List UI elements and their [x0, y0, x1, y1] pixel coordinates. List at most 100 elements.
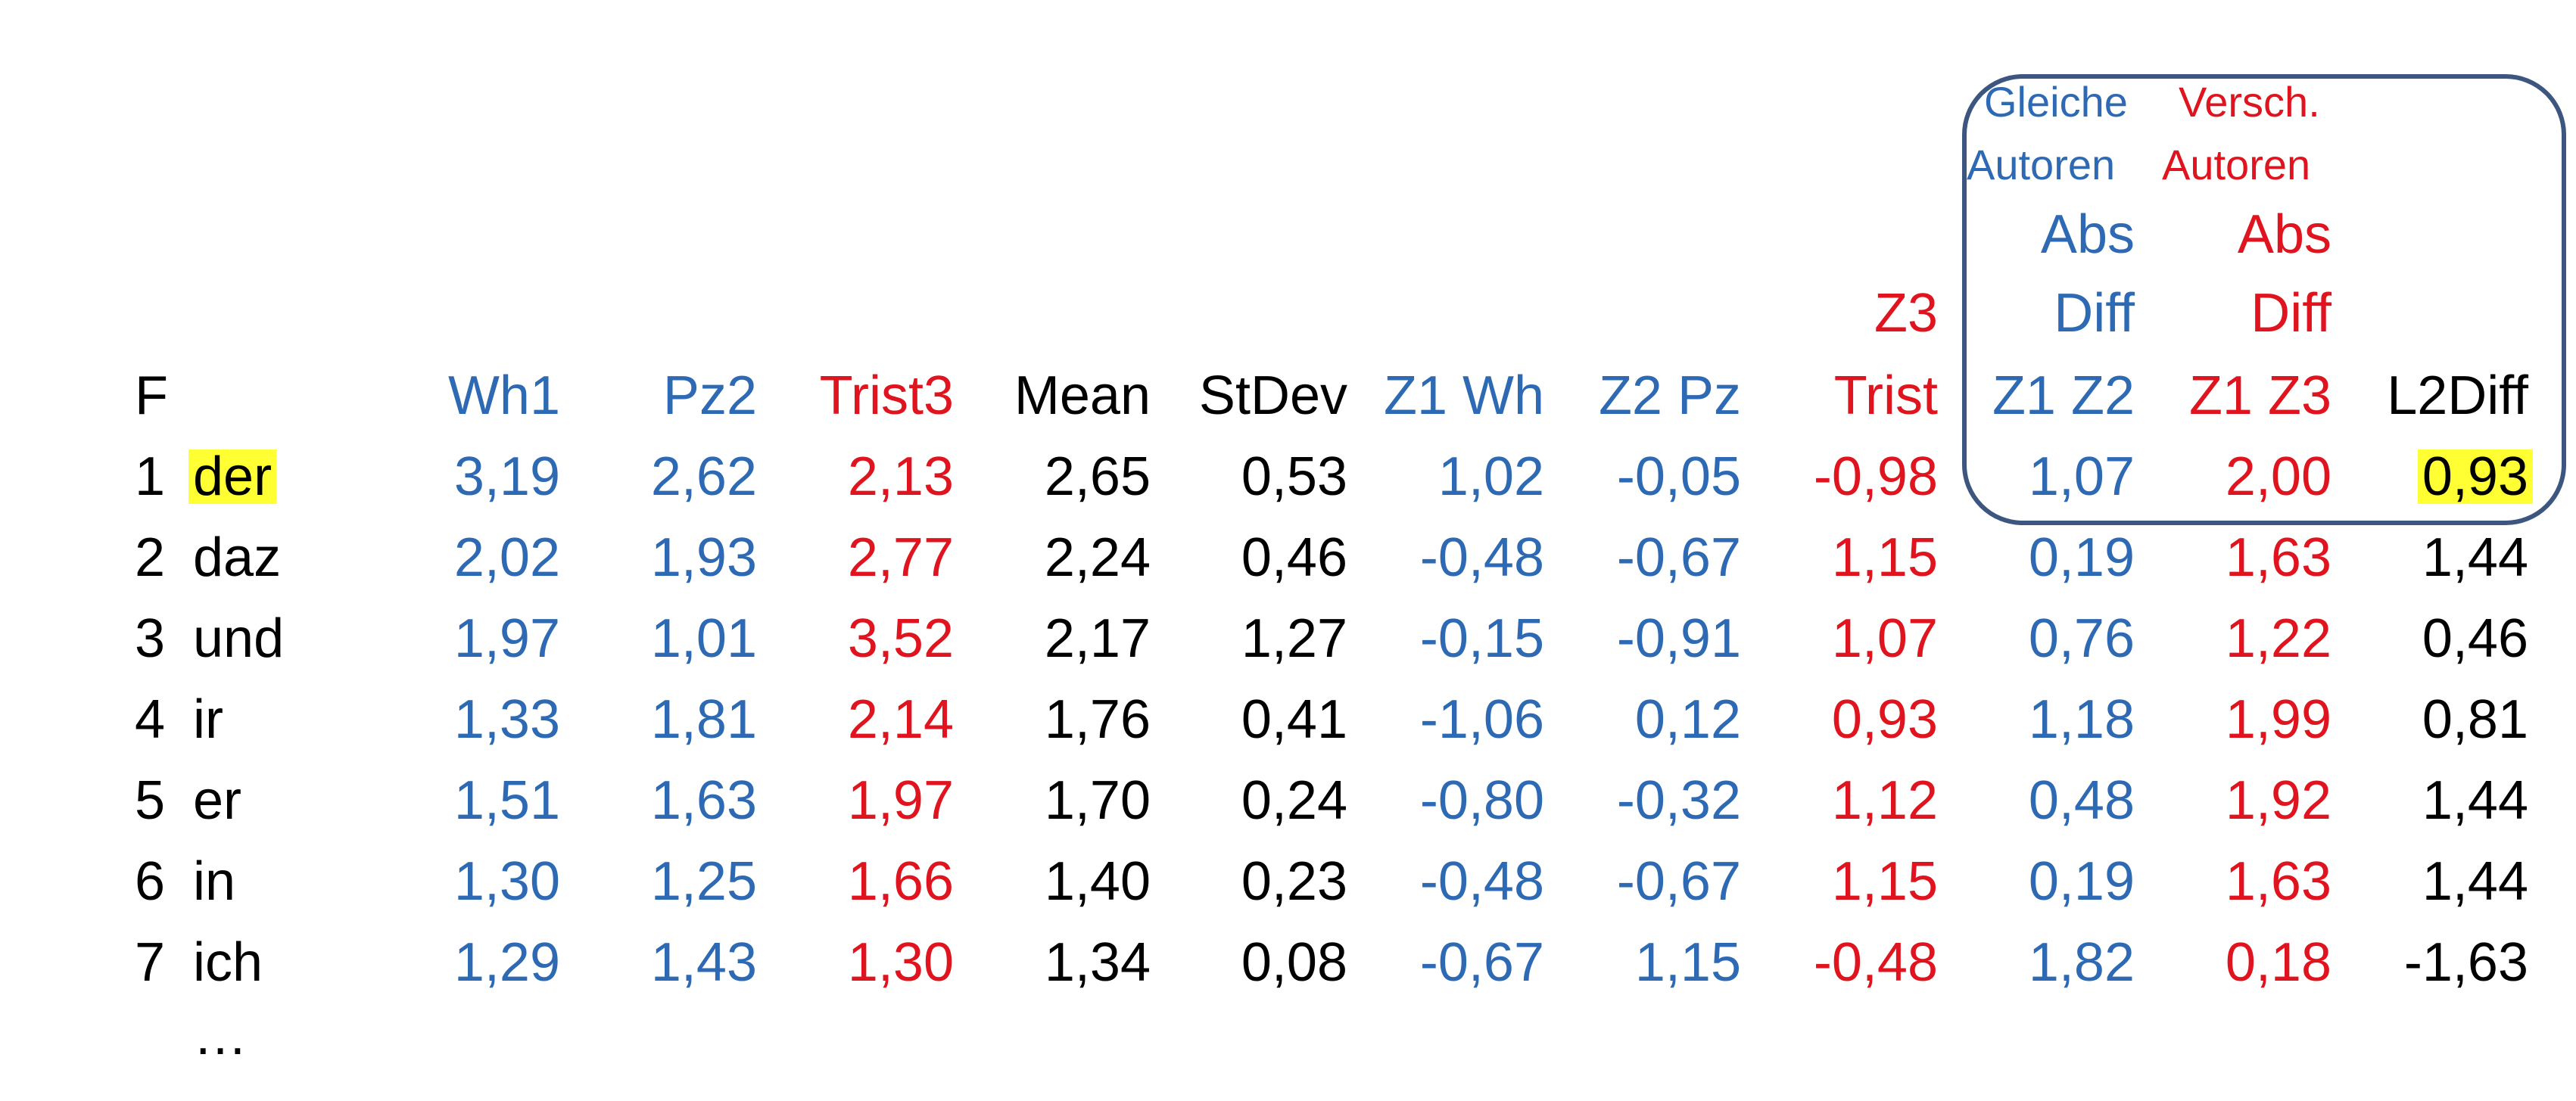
table-cell: -0,15 — [1419, 608, 1544, 669]
diff-authors-label-1: Versch. — [2179, 78, 2320, 126]
table-cell: 1,44 — [2422, 527, 2528, 588]
table-cell: 2,77 — [847, 527, 954, 588]
table-cell: 1,76 — [1044, 689, 1151, 750]
table-cell: 0,46 — [1241, 527, 1347, 588]
header-cell: Trist3 — [819, 365, 954, 426]
row-word: und — [193, 608, 285, 669]
table-cell: 3,52 — [847, 608, 954, 669]
table-cell: 1,63 — [2225, 527, 2331, 588]
table-cell: 0,46 — [2422, 608, 2528, 669]
row-word: ich — [193, 932, 263, 993]
header-cell: F — [135, 365, 168, 426]
header-cell: Mean — [1014, 365, 1151, 426]
header-cell: Trist — [1833, 365, 1938, 426]
table-cell: 1,40 — [1044, 851, 1151, 912]
table-cell: 0,48 — [2028, 770, 2135, 831]
header-cell: Z1 Z2 — [1992, 365, 2135, 426]
row-rank: 5 — [135, 770, 166, 831]
header-cell: Pz2 — [662, 365, 757, 426]
row-rank: 1 — [135, 446, 166, 507]
same-authors-label-1: Gleiche — [1984, 78, 2128, 126]
table-cell: 0,93 — [2417, 449, 2533, 504]
header-cell: Z1 Wh — [1383, 365, 1544, 426]
table-cell: 0,24 — [1241, 770, 1347, 831]
table-cell: 1,93 — [650, 527, 757, 588]
row-word: er — [193, 770, 242, 831]
table-cell: -1,63 — [2403, 932, 2528, 993]
header-cell: Wh1 — [447, 365, 560, 426]
table-cell: 1,12 — [1831, 770, 1938, 831]
table-cell: 0,08 — [1241, 932, 1347, 993]
table-cell: 1,27 — [1241, 608, 1347, 669]
table-cell: 1,07 — [2028, 446, 2135, 507]
table-cell: 2,02 — [453, 527, 560, 588]
table-cell: 2,17 — [1044, 608, 1151, 669]
table-cell: -0,32 — [1616, 770, 1741, 831]
table-cell: 1,18 — [2028, 689, 2135, 750]
table-cell: 1,29 — [453, 932, 560, 993]
table-cell: 0,81 — [2422, 689, 2528, 750]
table-cell: 2,00 — [2225, 446, 2331, 507]
author-comparison-box — [1962, 74, 2566, 525]
table-cell: 2,14 — [847, 689, 954, 750]
table-cell: -0,98 — [1813, 446, 1938, 507]
header-cell: Diff — [2250, 283, 2331, 344]
table-cell: -0,80 — [1419, 770, 1544, 831]
table-cell: 1,44 — [2422, 770, 2528, 831]
table-cell: 0,19 — [2028, 851, 2135, 912]
table-cell: 0,76 — [2028, 608, 2135, 669]
table-cell: 1,07 — [1831, 608, 1938, 669]
table-cell: 1,51 — [453, 770, 560, 831]
table-cell: 1,92 — [2225, 770, 2331, 831]
table-cell: 2,24 — [1044, 527, 1151, 588]
table-cell: -0,67 — [1616, 527, 1741, 588]
table-cell: 1,30 — [453, 851, 560, 912]
table-cell: 1,30 — [847, 932, 954, 993]
table-cell: 2,65 — [1044, 446, 1151, 507]
table-ellipsis: … — [193, 1006, 248, 1066]
header-cell: Z3 — [1874, 283, 1938, 344]
table-cell: 1,15 — [1634, 932, 1741, 993]
table-cell: 1,99 — [2225, 689, 2331, 750]
table-cell: -0,48 — [1419, 851, 1544, 912]
table-cell: 1,82 — [2028, 932, 2135, 993]
row-rank: 6 — [135, 851, 166, 912]
table-cell: 1,15 — [1831, 851, 1938, 912]
table-cell: 1,34 — [1044, 932, 1151, 993]
same-authors-label-2: Autoren — [1967, 141, 2116, 188]
table-cell: -0,67 — [1419, 932, 1544, 993]
table-cell: 0,93 — [1831, 689, 1938, 750]
table-cell: -1,06 — [1419, 689, 1544, 750]
table-cell: 1,25 — [650, 851, 757, 912]
header-cell: L2Diff — [2387, 365, 2528, 426]
table-cell: -0,05 — [1616, 446, 1741, 507]
table-cell: -0,67 — [1616, 851, 1741, 912]
header-cell: Z2 Pz — [1598, 365, 1741, 426]
header-cell: Abs — [2040, 204, 2135, 265]
table-cell: 1,33 — [453, 689, 560, 750]
row-word: in — [193, 851, 236, 912]
table-cell: 1,02 — [1438, 446, 1544, 507]
table-cell: 1,66 — [847, 851, 954, 912]
header-cell: Abs — [2237, 204, 2331, 265]
table-cell: 0,12 — [1634, 689, 1741, 750]
table-cell: 1,15 — [1831, 527, 1938, 588]
header-cell: Z1 Z3 — [2188, 365, 2331, 426]
table-cell: 1,22 — [2225, 608, 2331, 669]
table-cell: 1,43 — [650, 932, 757, 993]
table-cell: 1,01 — [650, 608, 757, 669]
table-cell: 3,19 — [453, 446, 560, 507]
header-cell: StDev — [1198, 365, 1347, 426]
row-word: ir — [193, 689, 223, 750]
header-cell: Diff — [2054, 283, 2135, 344]
table-cell: 2,62 — [650, 446, 757, 507]
table-cell: 1,63 — [650, 770, 757, 831]
table-cell: 0,23 — [1241, 851, 1347, 912]
diff-authors-label-2: Autoren — [2162, 141, 2311, 188]
table-cell: -0,48 — [1813, 932, 1938, 993]
table-cell: 0,19 — [2028, 527, 2135, 588]
row-rank: 3 — [135, 608, 166, 669]
table-cell: 1,70 — [1044, 770, 1151, 831]
table-cell: 1,81 — [650, 689, 757, 750]
